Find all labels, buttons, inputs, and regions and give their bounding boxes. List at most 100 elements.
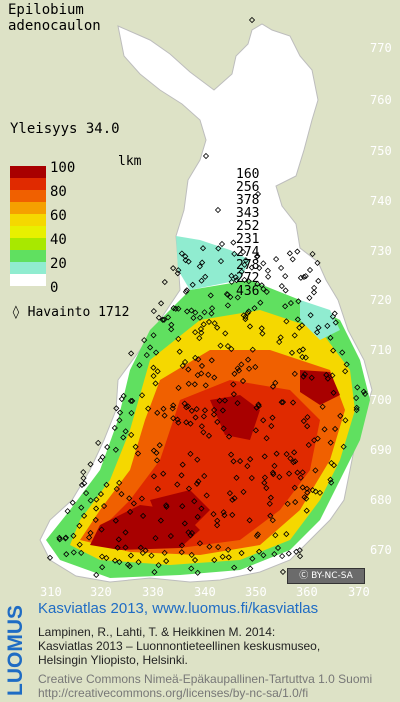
legend-tick: 20 [50, 256, 67, 272]
observation-marker [200, 429, 207, 436]
observation-marker [248, 474, 255, 482]
observation-marker [76, 522, 83, 529]
observation-marker [158, 300, 165, 307]
observation-marker [137, 544, 144, 551]
luomus-logo-text: LUOMUS [4, 605, 27, 696]
observation-marker [327, 439, 334, 446]
x-tick: 310 [40, 585, 62, 599]
observation-marker [225, 433, 233, 440]
observation-marker [161, 549, 168, 556]
observation-marker [175, 305, 182, 312]
observation-marker [215, 245, 222, 252]
observation-marker [221, 397, 228, 404]
observation-marker [238, 361, 245, 368]
observation-marker [185, 529, 192, 536]
observation-marker [145, 405, 152, 412]
legend-swatch [10, 250, 46, 262]
observation-marker [122, 529, 129, 536]
count-header: lkm [118, 154, 142, 169]
observation-marker [116, 479, 123, 486]
observation-marker [231, 250, 238, 257]
observation-marker [103, 481, 110, 488]
legend-tick: 60 [50, 208, 67, 224]
observation-marker [100, 502, 108, 510]
observation-marker [114, 544, 121, 551]
observation-marker [161, 278, 168, 286]
observation-markers [46, 16, 369, 579]
observation-marker [80, 475, 87, 482]
atlas-title-link[interactable]: Kasviatlas 2013, www.luomus.fi/kasviatla… [38, 600, 319, 617]
cc-license-badge[interactable]: Ⓒ BY-NC-SA [287, 568, 365, 584]
observation-marker [254, 190, 262, 198]
observation-marker [211, 406, 218, 414]
observation-marker [231, 370, 238, 377]
observation-marker [292, 458, 299, 465]
observation-marker [196, 314, 204, 321]
observation-marker [230, 239, 237, 246]
distribution-map: 770 760 750 740 730 720 710 700 690 680 … [39, 16, 392, 599]
observation-marker [361, 390, 369, 397]
observation-marker [254, 280, 261, 288]
observation-marker [314, 435, 321, 442]
observation-marker [122, 544, 129, 551]
observation-marker [234, 400, 241, 407]
observation-marker [111, 424, 118, 432]
observation-marker [214, 206, 222, 214]
observation-marker [302, 273, 309, 280]
legend-tick: 40 [50, 232, 67, 248]
observation-marker [288, 349, 296, 356]
observation-marker [199, 259, 206, 266]
observation-marker [291, 332, 298, 339]
observation-marker [69, 499, 76, 506]
observation-marker [197, 325, 205, 333]
observation-marker [217, 342, 224, 349]
observation-marker [156, 442, 163, 449]
observation-marker [192, 354, 199, 361]
observation-marker [246, 365, 253, 372]
observation-marker [312, 467, 319, 474]
observation-marker [299, 353, 306, 361]
observation-marker [99, 453, 106, 461]
observation-marker [255, 403, 262, 410]
x-tick: 370 [348, 585, 370, 599]
observation-marker [127, 508, 134, 515]
observation-marker [296, 347, 303, 355]
observation-marker [269, 469, 277, 476]
observation-marker [246, 517, 253, 524]
observation-marker [278, 399, 285, 406]
observation-marker [269, 517, 276, 524]
observation-marker [138, 495, 145, 502]
observation-marker [208, 357, 215, 364]
class-counts: 160 256 378 343 252 231 274 278 272 436 [118, 168, 259, 298]
frequency-zones [46, 236, 370, 578]
observation-marker [299, 469, 306, 476]
cc-badge-text: BY-NC-SA [311, 571, 353, 581]
observation-marker [182, 253, 189, 260]
observation-marker [229, 511, 236, 518]
observation-marker [304, 414, 311, 421]
observation-marker [97, 491, 105, 498]
observation-marker [260, 260, 267, 267]
x-tick: 350 [245, 585, 267, 599]
observation-marker [331, 425, 339, 433]
observation-marker [330, 347, 337, 354]
observation-marker [231, 564, 238, 571]
license-url[interactable]: http://creativecommons.org/licenses/by-n… [38, 686, 309, 700]
legend-swatch [10, 166, 46, 178]
observation-marker [287, 455, 294, 462]
class-count: 160 [236, 167, 260, 182]
observation-marker [240, 488, 247, 495]
observation-marker [283, 318, 290, 325]
observation-marker [151, 569, 158, 576]
observation-marker [300, 373, 307, 380]
observation-marker [172, 305, 179, 312]
observation-marker [150, 332, 157, 339]
observation-marker [196, 335, 203, 342]
x-tick: 360 [296, 585, 318, 599]
observation-marker [206, 543, 213, 550]
observation-marker [292, 498, 299, 506]
observation-marker [78, 504, 85, 511]
observation-marker [95, 439, 102, 446]
observation-marker [299, 346, 307, 353]
cc-icon: Ⓒ [299, 571, 309, 581]
